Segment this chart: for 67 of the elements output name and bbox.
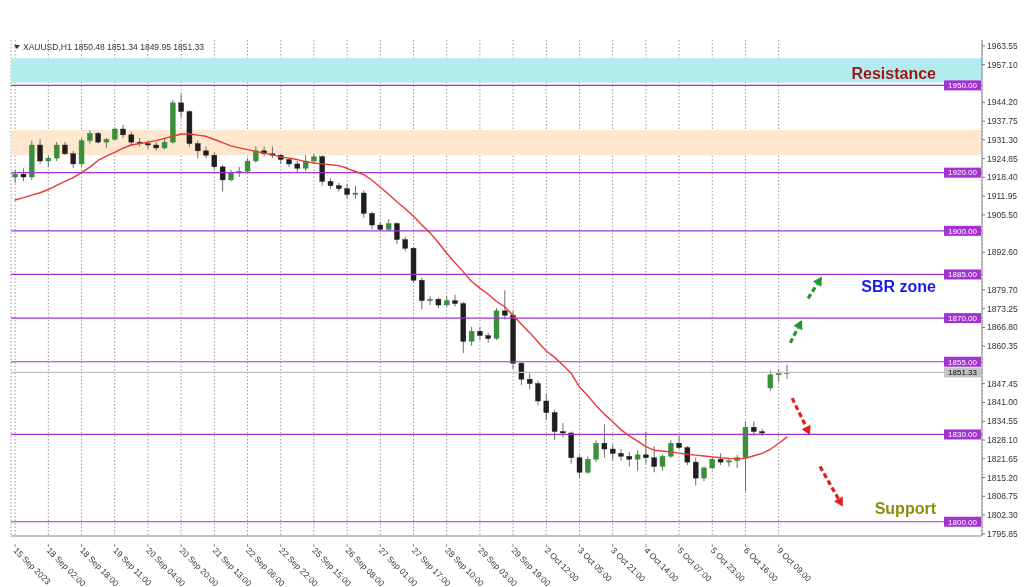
candlestick bbox=[120, 124, 126, 139]
candlestick bbox=[361, 189, 367, 219]
y-tick-label: 1808.75 bbox=[987, 491, 1018, 502]
candlestick bbox=[676, 435, 682, 450]
y-tick-label: 1828.10 bbox=[987, 435, 1018, 446]
y-tick-label: 1963.55 bbox=[987, 40, 1018, 51]
annotation: Support bbox=[874, 500, 937, 518]
candlestick bbox=[419, 276, 425, 310]
y-tick-label: 1841.00 bbox=[987, 397, 1018, 408]
ref-line-label: 1920.00 bbox=[948, 168, 978, 178]
candlestick bbox=[344, 183, 350, 200]
candlestick bbox=[78, 137, 85, 168]
y-tick-label: 1905.50 bbox=[987, 209, 1018, 220]
y-tick-label: 1931.30 bbox=[987, 134, 1018, 145]
y-tick-label: 1834.55 bbox=[987, 416, 1018, 427]
y-tick-label: 1873.25 bbox=[987, 303, 1018, 314]
candlestick bbox=[576, 454, 583, 479]
ref-line-label: 1800.00 bbox=[948, 517, 978, 527]
y-tick-label: 1847.45 bbox=[987, 378, 1018, 389]
ref-line-label: 1855.00 bbox=[948, 357, 978, 367]
ref-line-label: 1851.33 bbox=[948, 368, 978, 378]
candlestick bbox=[518, 361, 525, 386]
y-tick-label: 1924.85 bbox=[987, 153, 1018, 164]
candlestick bbox=[560, 422, 566, 438]
candlestick bbox=[468, 326, 475, 347]
ref-line-label: 1870.00 bbox=[948, 313, 978, 323]
y-tick-label: 1937.75 bbox=[987, 116, 1018, 127]
y-tick-label: 1918.40 bbox=[987, 172, 1018, 183]
annotation: Resistance bbox=[851, 65, 937, 83]
y-tick-label: 1795.85 bbox=[987, 528, 1018, 539]
y-tick-label: 1815.20 bbox=[987, 472, 1018, 483]
ref-line-label: 1830.00 bbox=[948, 430, 978, 440]
y-tick-label: 1892.60 bbox=[987, 247, 1018, 258]
candlestick bbox=[543, 393, 549, 421]
candlestick bbox=[203, 145, 209, 159]
candlestick bbox=[692, 457, 699, 486]
candlestick bbox=[651, 445, 657, 473]
y-tick-label: 1802.30 bbox=[987, 510, 1018, 521]
candlestick bbox=[634, 449, 641, 472]
candlestick bbox=[477, 326, 483, 341]
ref-line-label: 1950.00 bbox=[948, 81, 978, 91]
candlestick bbox=[178, 93, 184, 118]
candlestick bbox=[601, 423, 608, 459]
candlestick bbox=[427, 295, 433, 306]
candlestick bbox=[452, 294, 458, 307]
candlestick bbox=[643, 431, 649, 465]
candlestick bbox=[593, 439, 599, 463]
chart-title: XAUUSD,H1 1850.48 1851.34 1849.95 1851.33 bbox=[23, 41, 205, 52]
y-tick-label: 1879.70 bbox=[987, 284, 1018, 295]
y-tick-label: 1866.80 bbox=[987, 322, 1018, 333]
candlestick bbox=[219, 164, 226, 193]
candlestick bbox=[618, 448, 624, 462]
ref-line-label: 1900.00 bbox=[948, 226, 978, 236]
candlestick bbox=[551, 409, 558, 441]
candlestick bbox=[767, 369, 774, 392]
candlestick bbox=[502, 289, 508, 321]
y-tick-label: 1957.10 bbox=[987, 59, 1018, 70]
candlestick bbox=[53, 141, 60, 162]
candlestick bbox=[87, 129, 93, 145]
candlestick bbox=[535, 380, 541, 406]
y-tick-label: 1911.95 bbox=[987, 191, 1018, 202]
annotation: SBR zone bbox=[861, 278, 937, 296]
y-tick-label: 1860.35 bbox=[987, 341, 1018, 352]
y-tick-label: 1821.65 bbox=[987, 453, 1018, 464]
candlestick bbox=[37, 138, 43, 165]
y-tick-label: 1944.20 bbox=[987, 97, 1018, 108]
ref-line-label: 1885.00 bbox=[948, 270, 978, 280]
